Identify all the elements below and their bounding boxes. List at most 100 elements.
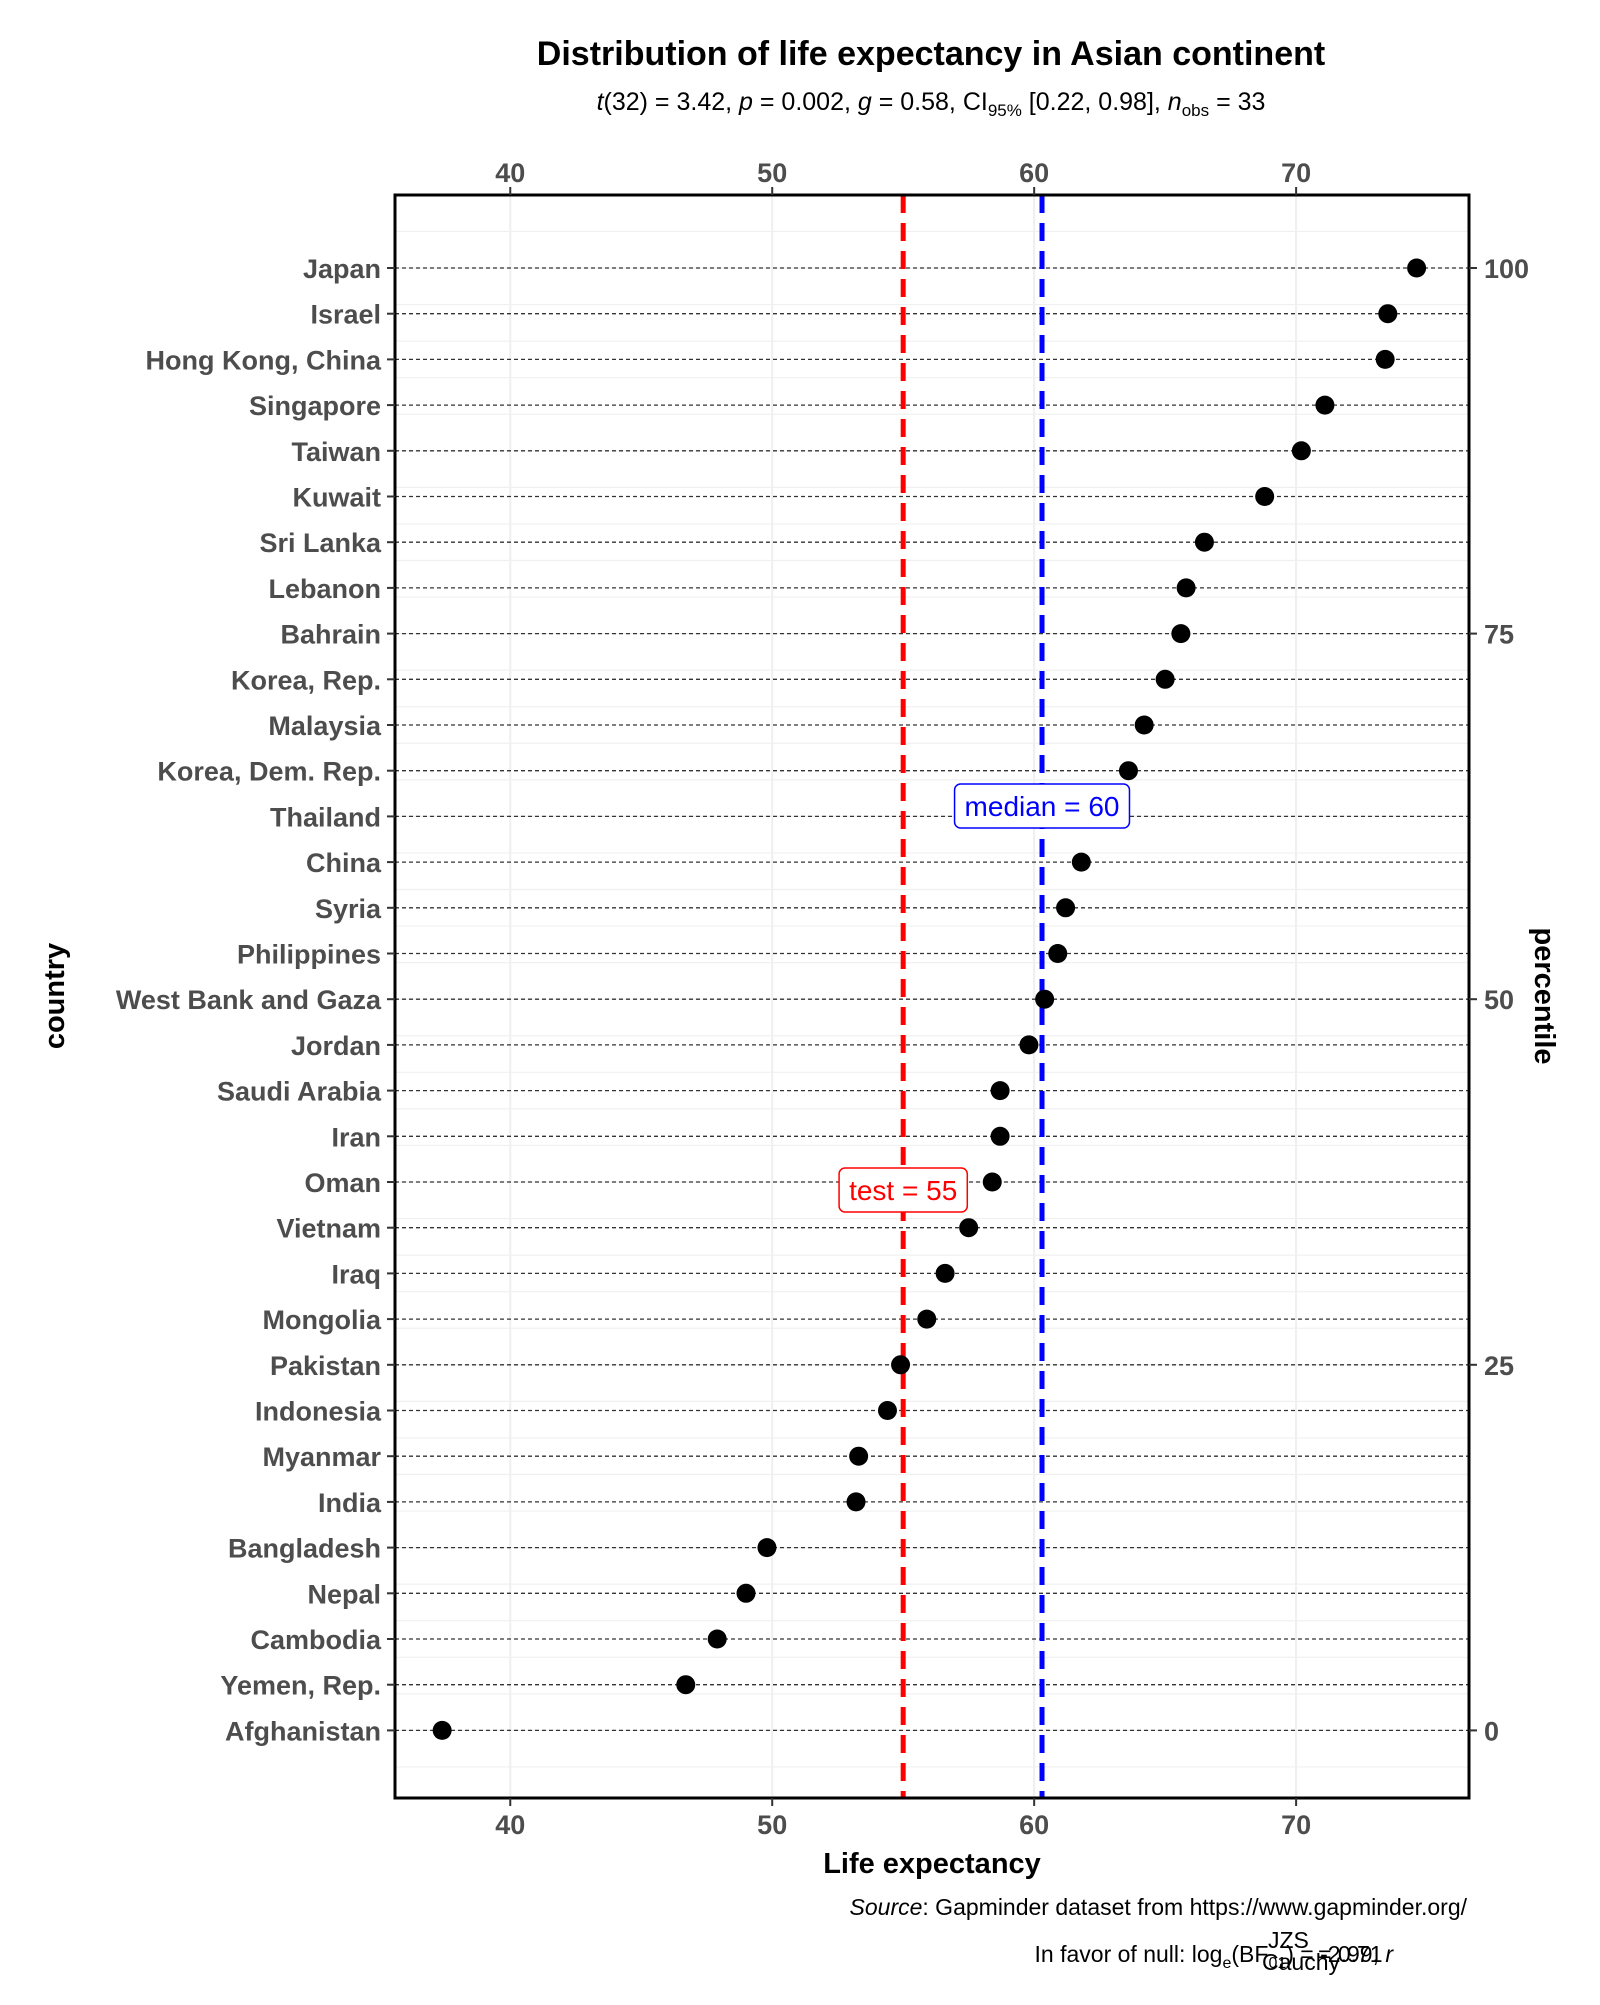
panel-border [393, 193, 1471, 1800]
x-axis-top: 40 50 60 70 [495, 158, 1311, 195]
y-axis-left: Japan Israel Hong Kong, China Singapore Taiw… [116, 254, 395, 1746]
y-tick-label: Israel [310, 300, 381, 330]
data-point [849, 1446, 869, 1466]
label-value: 60 [1088, 791, 1119, 822]
data-point [1118, 761, 1138, 781]
caption-bf-value: ) = -2.99, [1286, 1941, 1385, 1967]
y2-tick-label: 0 [1484, 1716, 1499, 1746]
y2-axis-title: percentile [1528, 928, 1560, 1065]
data-point [877, 1401, 897, 1420]
y-axis-right: 0 25 50 75 100 [1469, 254, 1529, 1746]
y-tick-label: Thailand [270, 802, 381, 832]
reference-labels: test = 55 median = 60 [838, 783, 1131, 1213]
y-tick-label: Bangladesh [228, 1534, 381, 1564]
y-tick-label: Singapore [249, 391, 381, 421]
test-label-text: test = 55 [849, 1175, 957, 1206]
label-name: median [965, 791, 1057, 822]
median-label: median = 60 [953, 783, 1131, 829]
subtitle-ci-subscript: 95% [988, 101, 1022, 120]
subtitle-p-value: = 0.002, [753, 88, 858, 116]
subtitle-n-symbol: n [1168, 88, 1182, 116]
label-name: test [849, 1175, 894, 1206]
x-tick-label-bottom: 70 [1281, 1810, 1311, 1840]
data-point [1255, 487, 1275, 506]
y-tick-label: Bahrain [280, 620, 381, 650]
data-point [1375, 349, 1395, 369]
test-label-box [838, 1167, 969, 1213]
chart-subtitle: t(32) = 3.42, p = 0.002, g = 0.58, CI95%… [597, 88, 1266, 120]
y-tick-label: Kuwait [292, 483, 381, 513]
y-tick-label: Iran [331, 1122, 381, 1152]
x-axis-bottom: 40 50 60 70 [495, 1798, 1311, 1840]
x-tick-label-top: 70 [1281, 158, 1311, 188]
data-point [1019, 1035, 1039, 1055]
data-point [891, 1355, 911, 1375]
x-tick-label-bottom: 50 [757, 1810, 787, 1840]
caption-r-symbol: r [1385, 1941, 1394, 1967]
y2-tick-label: 75 [1484, 620, 1514, 650]
x-tick-label-bottom: 40 [495, 1810, 525, 1840]
y-tick-label: Yemen, Rep. [220, 1671, 381, 1701]
y-tick-label: China [306, 848, 382, 878]
caption-bf-subscript-01: 01 [1268, 1955, 1286, 1972]
data-point [982, 1172, 1002, 1192]
y-tick-label: Hong Kong, China [146, 345, 382, 375]
y-tick-label: Afghanistan [225, 1716, 381, 1746]
data-point [736, 1583, 756, 1603]
y2-tick-label: 25 [1484, 1351, 1514, 1381]
data-point [990, 1126, 1010, 1146]
subtitle-g-symbol: g [858, 88, 872, 116]
subtitle-t-value: (32) = 3.42, [604, 88, 740, 116]
label-equals: = [1056, 791, 1088, 822]
y-tick-label: Korea, Rep. [231, 665, 381, 695]
y-tick-label: Mongolia [263, 1305, 382, 1335]
subtitle-g-value: = 0.58, [872, 88, 963, 116]
subtitle-n-subscript: obs [1182, 101, 1209, 120]
y-tick-label: Indonesia [255, 1397, 382, 1427]
reference-lines [900, 195, 1045, 1798]
median-label-text: median = 60 [965, 791, 1120, 822]
y-axis-title: country [39, 943, 71, 1049]
y-tick-label: India [318, 1488, 382, 1518]
data-point [676, 1675, 696, 1695]
data-point [1071, 852, 1091, 872]
y-tick-label: Myanmar [262, 1442, 381, 1472]
subtitle-n-value: = 33 [1209, 88, 1265, 116]
data-point [959, 1218, 979, 1238]
caption-bf-subscript-e: e [1222, 1955, 1231, 1972]
data-point [1134, 715, 1154, 735]
y-tick-label: Nepal [307, 1579, 381, 1609]
caption-bf-mid: (BF [1231, 1941, 1268, 1967]
data-point [1056, 898, 1076, 918]
x-tick-label-bottom: 60 [1019, 1810, 1049, 1840]
test-label: test = 55 [838, 1167, 969, 1213]
y-tick-label: Vietnam [276, 1214, 381, 1244]
x-tick-label-top: 50 [757, 158, 787, 188]
y-tick-label: West Bank and Gaza [116, 985, 382, 1015]
subtitle-t-symbol: t [597, 88, 605, 116]
data-point [1176, 578, 1196, 598]
grid [395, 195, 1469, 1798]
y-tick-label: Malaysia [268, 711, 382, 741]
y-tick-label: Japan [303, 254, 381, 284]
caption-source-text: : Gapminder dataset from https://www.gap… [922, 1894, 1467, 1920]
caption-bf-prefix: In favor of null: log [1035, 1941, 1223, 1967]
chart-title: Distribution of life expectancy in Asian… [537, 35, 1325, 73]
subtitle-p-symbol: p [738, 88, 753, 116]
subtitle-ci-label: CI [963, 88, 988, 116]
data-point [917, 1309, 937, 1329]
caption-r-superscript: JZS [1268, 1927, 1309, 1953]
row-guide-lines [395, 267, 1469, 1732]
y-tick-label: Oman [304, 1168, 381, 1198]
data-point [1048, 944, 1068, 963]
label-equals: = [894, 1175, 926, 1206]
data-point [935, 1263, 955, 1283]
subtitle-ci-value: [0.22, 0.98], [1022, 88, 1168, 116]
data-point [1315, 395, 1335, 415]
x-tick-label-top: 60 [1019, 158, 1049, 188]
y-tick-label: Iraq [331, 1259, 381, 1289]
y-tick-label: Sri Lanka [259, 528, 382, 558]
y-tick-label: Taiwan [291, 437, 381, 467]
